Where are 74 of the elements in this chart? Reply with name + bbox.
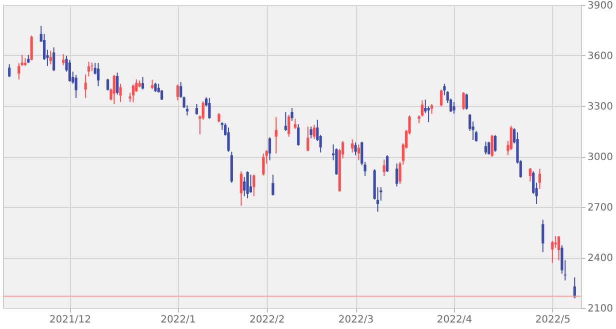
y-tick-label: 3000 <box>588 152 613 163</box>
candlestick <box>284 112 287 132</box>
candlestick <box>112 74 116 104</box>
x-tick-label: 2022/2 <box>250 314 285 326</box>
candlestick <box>396 163 398 187</box>
candlestick <box>288 114 290 138</box>
candlestick <box>306 126 310 152</box>
candlestick <box>490 134 494 158</box>
candlestick <box>119 83 122 102</box>
candlestick <box>290 108 294 122</box>
candlestick <box>195 103 198 116</box>
candlestick <box>538 168 542 190</box>
candlestick <box>272 174 274 196</box>
candlestick <box>249 174 252 194</box>
candlestick <box>554 235 557 248</box>
candlestick <box>62 54 65 66</box>
candlestick <box>68 59 71 82</box>
candlestick <box>386 154 389 172</box>
candlestick <box>240 170 242 206</box>
candlestick <box>30 35 33 61</box>
candlestick <box>542 219 544 253</box>
candlestick <box>208 97 211 120</box>
candlestick <box>246 170 249 199</box>
candlestick <box>52 46 56 72</box>
candlestick <box>132 84 135 103</box>
candlestick <box>116 72 119 96</box>
candlestick <box>141 76 144 90</box>
x-tick-label: 2022/3 <box>338 314 374 326</box>
candlestick <box>18 62 20 80</box>
candlestick <box>262 152 265 176</box>
candlestick <box>382 159 386 177</box>
x-tick-label: 2022/1 <box>160 314 196 326</box>
candlestick <box>227 127 230 152</box>
candlestick <box>312 124 316 140</box>
candlestick <box>150 79 154 90</box>
candlestick <box>357 144 360 161</box>
candlestick <box>96 62 100 87</box>
candlestick <box>528 167 532 182</box>
y-tick-label: 2100 <box>588 304 613 314</box>
candlestick <box>488 141 490 155</box>
candlestick <box>218 112 220 123</box>
candlestick <box>462 92 465 110</box>
candlestick <box>8 64 11 78</box>
candlestick <box>484 141 488 155</box>
candlestick <box>354 142 357 156</box>
candlestick <box>274 116 278 154</box>
candlestick <box>74 74 78 98</box>
candlestick <box>297 124 300 146</box>
candlestick <box>420 100 424 117</box>
candlestick <box>49 50 52 65</box>
candlestick <box>465 93 468 110</box>
candlestick <box>510 125 512 151</box>
y-tick-label: 2400 <box>588 253 613 264</box>
candlestick <box>268 136 272 161</box>
candlestick <box>294 118 296 130</box>
candlestick <box>106 78 110 92</box>
candlestick <box>557 235 560 261</box>
candlestick <box>440 89 443 107</box>
x-tick-label: 2021/12 <box>49 314 91 326</box>
y-tick-label: 3900 <box>588 0 613 12</box>
y-tick-label: 3300 <box>588 102 613 112</box>
x-tick-label: 2022/4 <box>436 314 472 326</box>
candlestick <box>154 82 157 92</box>
candlestick <box>252 174 256 197</box>
candlestick <box>84 74 87 98</box>
candlestick <box>452 101 456 114</box>
candlestick <box>351 138 354 153</box>
candlestick <box>176 84 179 101</box>
candlestick <box>427 106 430 123</box>
candlestick <box>494 134 497 152</box>
x-tick-label: 2022/5 <box>535 314 571 326</box>
y-tick-label: 3600 <box>588 51 613 62</box>
y-tick-label: 2700 <box>588 202 613 214</box>
candlestick <box>310 126 312 139</box>
